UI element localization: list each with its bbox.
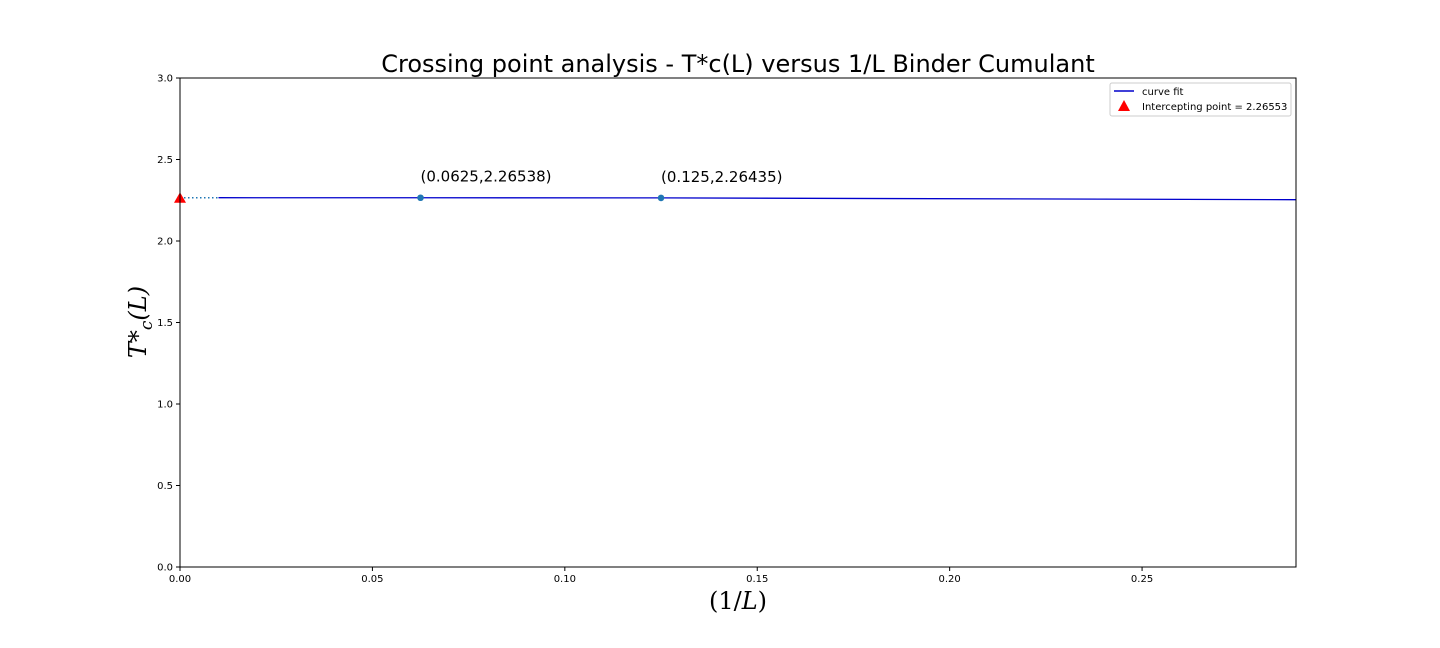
data-point (417, 194, 424, 202)
annotations: (0.0625,2.26538) (0.125,2.26435) (421, 168, 783, 186)
point-annotation: (0.0625,2.26538) (421, 168, 552, 186)
x-tick-label: 0.25 (1131, 574, 1153, 585)
y-tick-label: 1.5 (157, 318, 173, 329)
x-axis-ticks: 0.00 0.05 0.10 0.15 0.20 0.25 (169, 567, 1153, 585)
y-tick-label: 0.5 (157, 481, 173, 492)
y-tick-label: 0.0 (157, 563, 173, 574)
legend-intercept-swatch (1118, 100, 1130, 111)
y-tick-label: 1.0 (157, 400, 173, 411)
point-annotation: (0.125,2.26435) (661, 168, 782, 186)
curve-fit-line (218, 197, 1297, 201)
x-tick-label: 0.15 (746, 574, 768, 585)
data-series (174, 192, 1297, 203)
y-tick-label: 3.0 (157, 74, 173, 85)
y-tick-label: 2.0 (157, 237, 173, 248)
chart-title: Crossing point analysis - T*c(L) versus … (381, 50, 1094, 78)
y-axis-ticks: 0.0 0.5 1.0 1.5 2.0 2.5 3.0 (157, 74, 180, 574)
legend-box (1109, 82, 1292, 117)
x-tick-label: 0.00 (169, 574, 191, 585)
plot-frame (179, 77, 1297, 568)
data-point (657, 194, 665, 202)
x-tick-label: 0.20 (939, 574, 961, 585)
x-tick-label: 0.10 (554, 574, 576, 585)
legend: curve fit Intercepting point = 2.26553 (1109, 82, 1292, 117)
plot-area: 0.00 0.05 0.10 0.15 0.20 0.25 0.0 0.5 1.0 1.5 2.0… (157, 74, 1297, 585)
legend-curve-fit-label: curve fit (1142, 87, 1183, 98)
y-tick-label: 2.5 (157, 155, 173, 166)
x-tick-label: 0.05 (361, 574, 383, 585)
legend-intercept-label: Intercepting point = 2.26553 (1142, 102, 1287, 113)
x-axis-label: (1/L) (709, 587, 767, 615)
y-axis-label: T*c(L) (124, 286, 157, 358)
